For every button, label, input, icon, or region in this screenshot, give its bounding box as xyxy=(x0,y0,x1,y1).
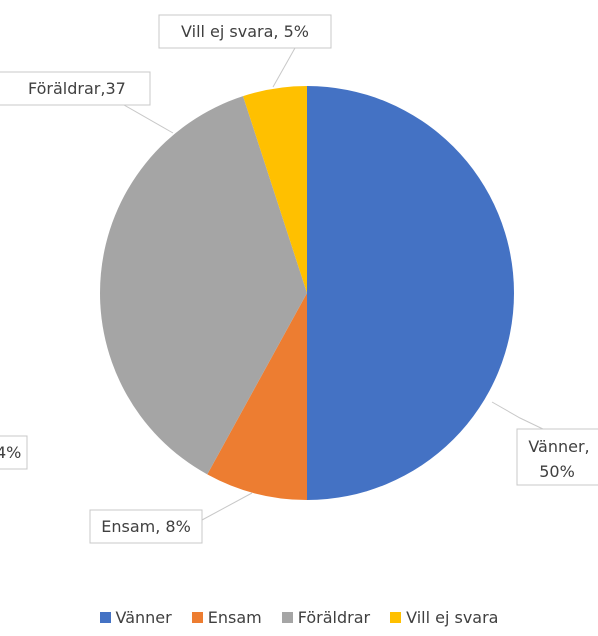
data-label-foraldrar-text: Föräldrar,37 xyxy=(28,79,126,98)
pie-slice-ensam xyxy=(207,293,307,500)
leader-lines xyxy=(123,47,546,521)
pie-slice-foraldrar xyxy=(100,96,308,475)
data-label-cutoff-text: 4% xyxy=(0,443,21,462)
data-label-vill-ej-svara-text: Vill ej svara, 5% xyxy=(181,22,309,41)
pie-slices xyxy=(100,86,514,500)
legend-label-vill-ej-svara: Vill ej svara xyxy=(406,608,499,627)
data-label-foraldrar: Föräldrar,37 xyxy=(0,71,151,106)
data-label-ensam: Ensam, 8% xyxy=(89,509,203,544)
legend-item-vill-ej-svara: Vill ej svara xyxy=(390,608,498,627)
pie-slice-vill-ej-svara xyxy=(243,86,307,293)
leader-line-vanner xyxy=(491,401,546,431)
legend: Vänner Ensam Föräldrar Vill ej svara xyxy=(0,608,598,627)
data-label-vill-ej-svara: Vill ej svara, 5% xyxy=(158,14,332,49)
leader-line-ensam xyxy=(201,492,253,521)
legend-swatch-foraldrar xyxy=(281,612,293,623)
legend-label-foraldrar: Föräldrar xyxy=(297,608,371,627)
legend-swatch-vanner xyxy=(99,612,111,623)
data-label-vanner: Vänner, 50% xyxy=(516,428,598,486)
legend-label-vanner: Vänner xyxy=(115,608,172,627)
legend-label-ensam: Ensam xyxy=(207,608,262,627)
data-label-vanner-line1: Vänner, xyxy=(528,437,589,456)
data-label-vanner-line2: 50% xyxy=(539,462,575,481)
legend-item-ensam: Ensam xyxy=(191,608,262,627)
leader-line-vill-ej-svara xyxy=(272,47,296,88)
legend-item-vanner: Vänner xyxy=(99,608,172,627)
data-label-cutoff: 4% xyxy=(0,435,28,470)
legend-swatch-vill-ej-svara xyxy=(390,612,402,623)
data-label-ensam-text: Ensam, 8% xyxy=(101,517,191,536)
leader-line-foraldrar xyxy=(123,104,174,134)
legend-swatch-ensam xyxy=(191,612,203,623)
legend-item-foraldrar: Föräldrar xyxy=(281,608,371,627)
pie-slice-vanner xyxy=(307,86,514,500)
